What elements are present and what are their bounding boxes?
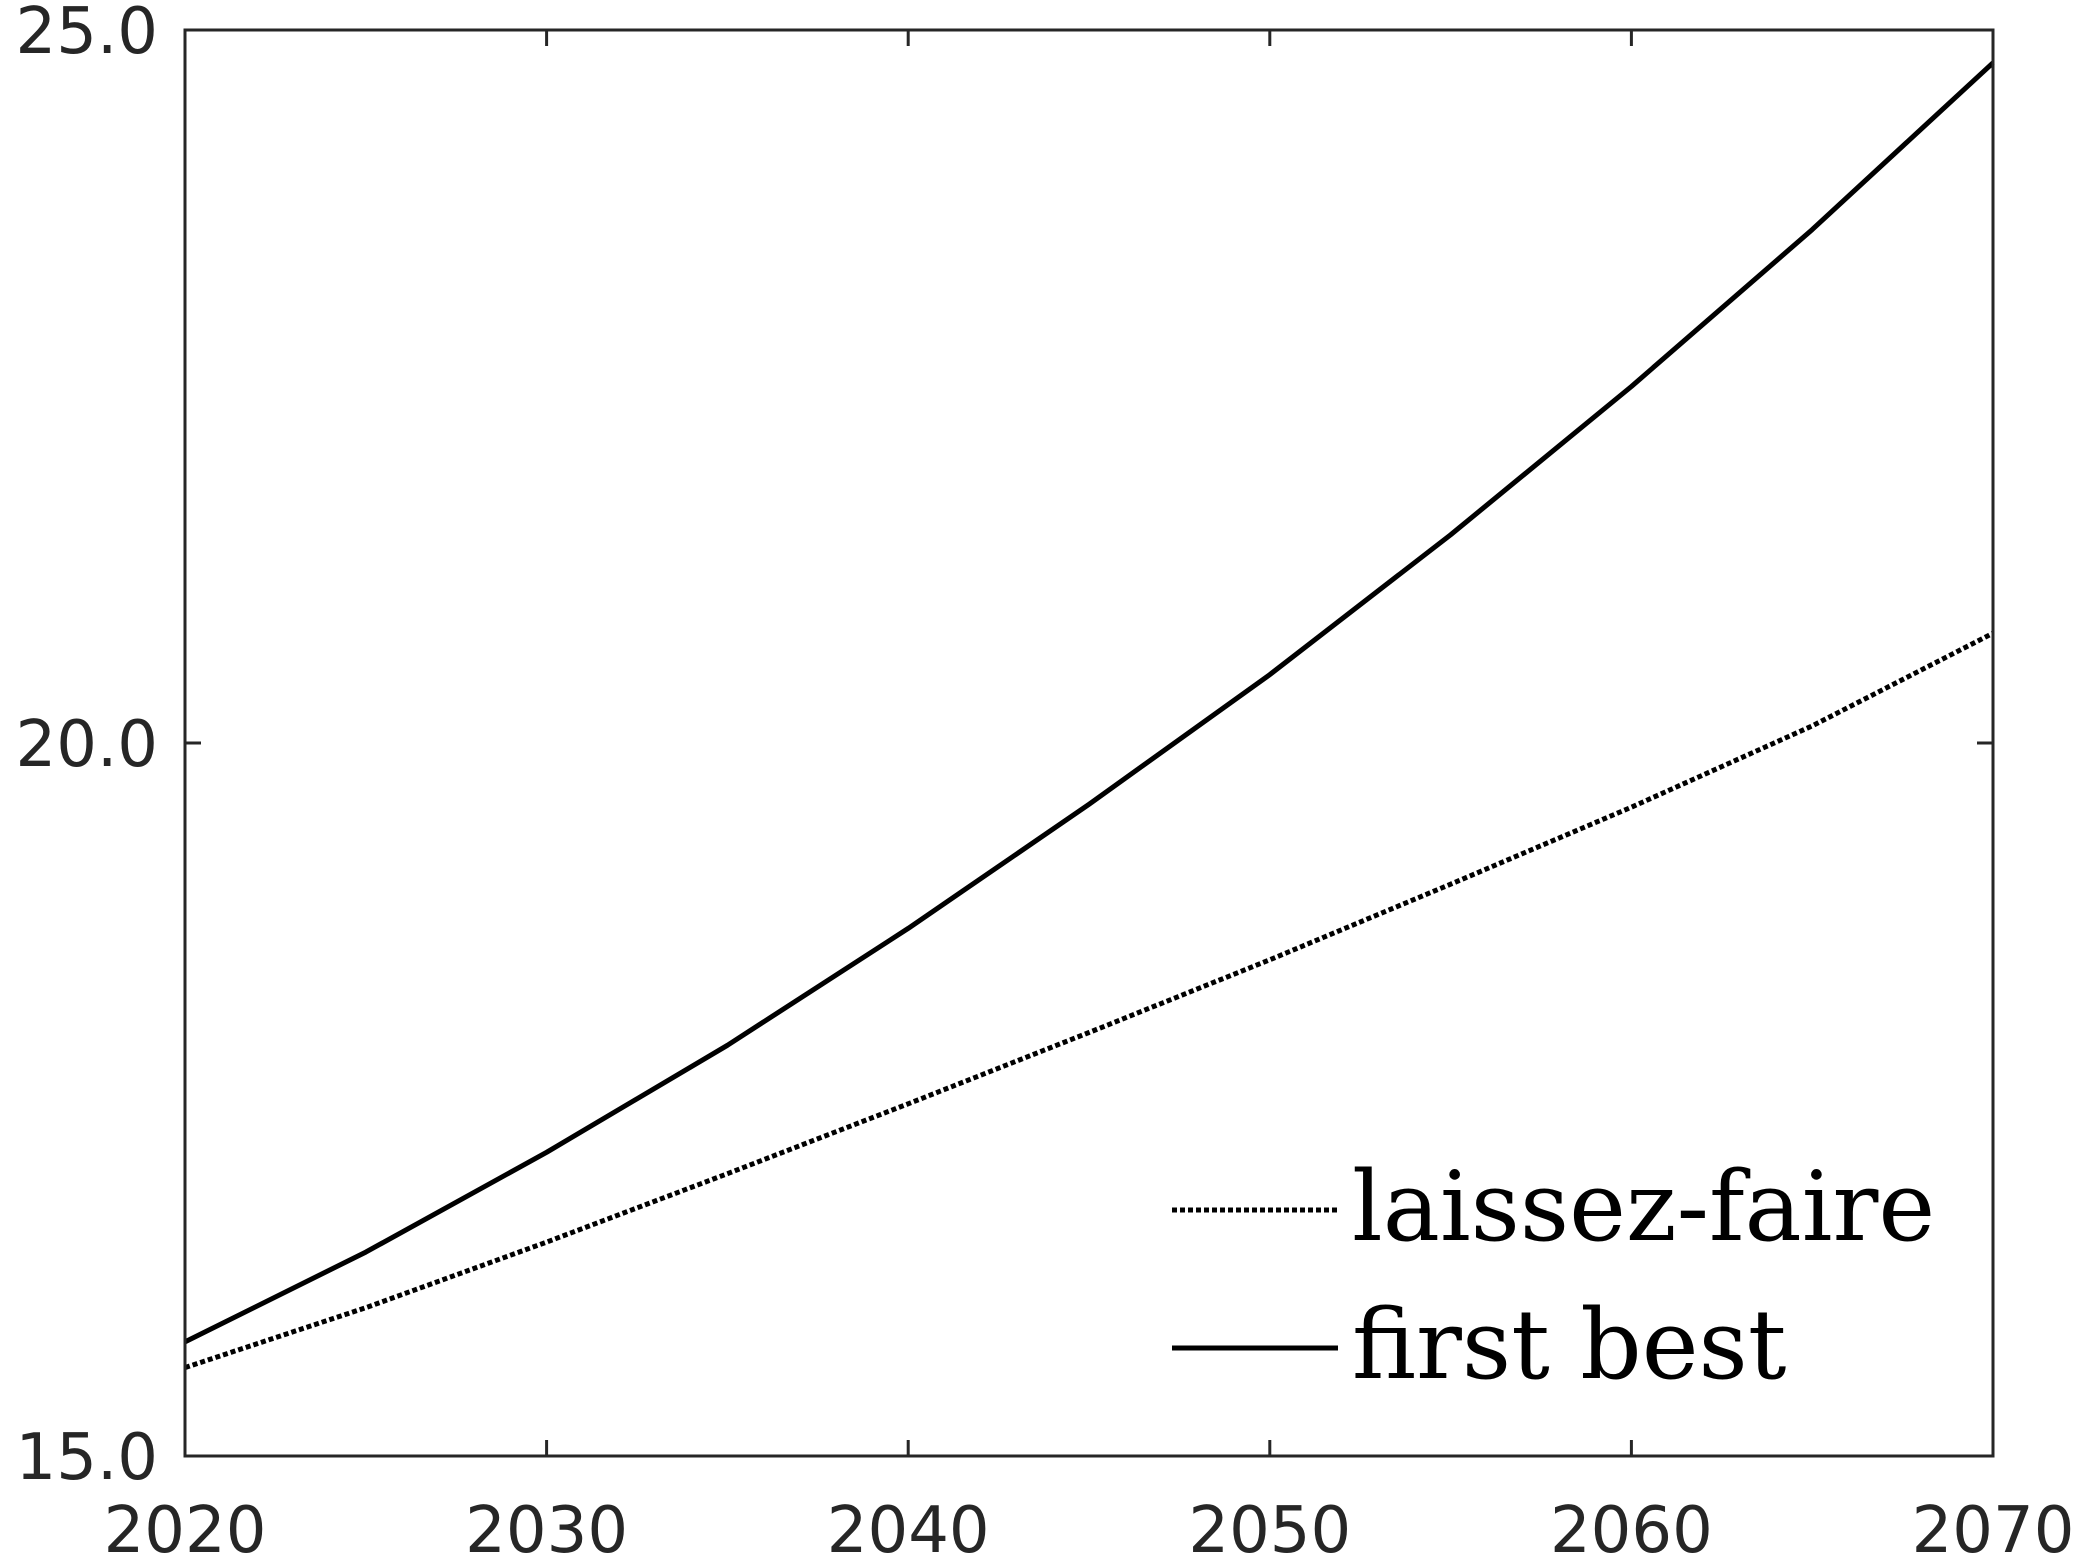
x-tick-label: 2040 <box>827 1494 990 1554</box>
legend: laissez-faire first best <box>1172 1151 1935 1401</box>
y-tick-label: 25.0 <box>16 0 159 69</box>
series-line-laissez-faire <box>184 630 1995 1370</box>
y-tick-labels: 15.0 20.0 25.0 <box>16 0 159 1495</box>
data-series <box>183 60 1995 1370</box>
series-line-first-best <box>183 60 1995 1345</box>
x-tick-label: 2020 <box>104 1494 267 1554</box>
y-tick-label: 20.0 <box>16 708 159 782</box>
x-tick-label: 2050 <box>1188 1494 1351 1554</box>
plot-area-frame <box>183 28 1995 1458</box>
x-tick-label: 2070 <box>1912 1494 2075 1554</box>
x-tick-labels: 2020 2030 2040 2050 2060 2070 <box>104 1494 2075 1554</box>
y-tick-label: 15.0 <box>16 1421 159 1495</box>
plot-area-background <box>185 30 1993 1456</box>
x-tick-label: 2030 <box>465 1494 628 1554</box>
legend-label: laissez-faire <box>1352 1151 1935 1263</box>
legend-label: first best <box>1352 1289 1786 1401</box>
x-tick-label: 2060 <box>1550 1494 1713 1554</box>
